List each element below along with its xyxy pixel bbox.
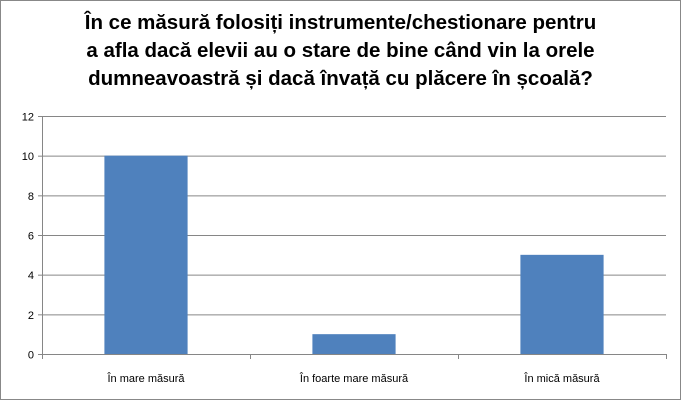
x-tick-label: În mare măsură [106,372,185,385]
x-tick-label: În mică măsură [523,372,600,385]
title-line: În ce măsură folosiți instrumente/chesti… [84,11,597,34]
title-line: dumneavoastră și dacă învață cu plăcere … [88,67,593,90]
y-tick-label: 10 [22,151,34,163]
bar [104,155,188,354]
y-tick-label: 2 [28,310,34,322]
bar [312,334,396,354]
y-tick-label: 12 [22,112,34,124]
y-tick-label: 4 [28,270,34,282]
y-tick-label: 0 [28,350,34,362]
chart-title: În ce măsură folosiți instrumente/chesti… [1,9,680,93]
title-line: a afla dacă elevii au o stare de bine câ… [86,39,595,62]
bar [520,254,604,354]
y-tick-label: 8 [28,191,34,203]
x-tick-label: În foarte mare măsură [299,372,409,385]
y-tick-label: 6 [28,231,34,243]
